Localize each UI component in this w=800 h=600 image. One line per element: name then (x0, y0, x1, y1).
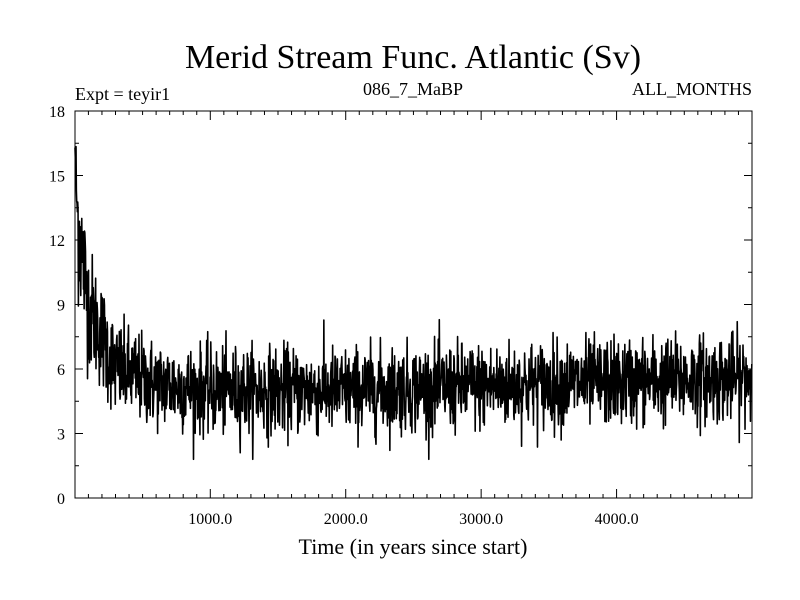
x-tick-label: 1000.0 (188, 511, 232, 528)
y-tick-label: 15 (49, 169, 65, 186)
y-tick-label: 0 (57, 491, 65, 508)
y-ticks: 0 3 6 9 12 15 18 (49, 104, 752, 508)
y-tick-label: 12 (49, 233, 65, 250)
x-tick-label: 4000.0 (595, 511, 639, 528)
y-tick-label: 18 (49, 104, 65, 121)
y-tick-label: 9 (57, 298, 65, 315)
plot-frame (74, 110, 753, 499)
y-tick-label: 6 (57, 362, 65, 379)
x-ticks: 1000.0 2000.0 3000.0 4000.0 (87, 111, 739, 528)
period-label: ALL_MONTHS (632, 79, 752, 99)
x-axis-label: Time (in years since start) (299, 534, 528, 559)
x-tick-label: 2000.0 (324, 511, 368, 528)
experiment-label: Expt = teyir1 (75, 84, 170, 104)
series-group (74, 145, 753, 461)
run-label: 086_7_MaBP (363, 79, 463, 99)
y-tick-label: 3 (57, 427, 65, 444)
chart-title: Merid Stream Func. Atlantic (Sv) (185, 39, 641, 76)
x-tick-label: 3000.0 (459, 511, 503, 528)
series-line (74, 145, 753, 461)
